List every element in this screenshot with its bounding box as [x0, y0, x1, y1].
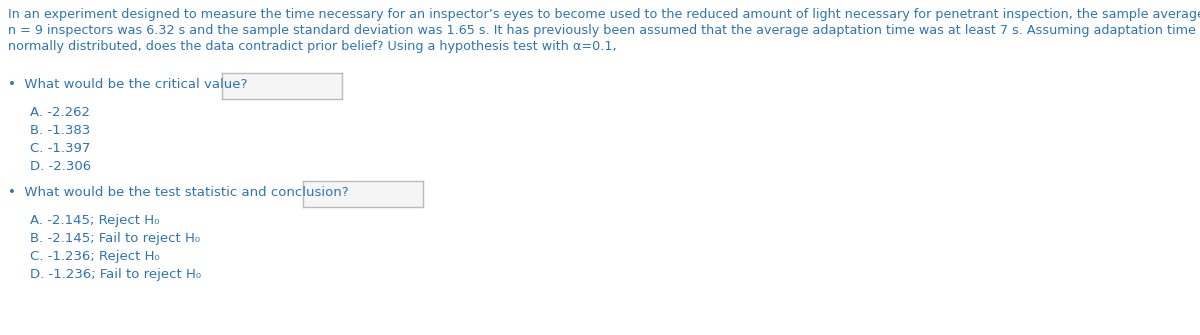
Text: •  What would be the test statistic and conclusion?: • What would be the test statistic and c… — [8, 186, 349, 199]
Text: normally distributed, does the data contradict prior belief? Using a hypothesis : normally distributed, does the data cont… — [8, 40, 617, 53]
Text: B. -1.383: B. -1.383 — [30, 124, 90, 137]
Text: D. -2.306: D. -2.306 — [30, 160, 91, 173]
Text: •  What would be the critical value?: • What would be the critical value? — [8, 78, 247, 91]
Text: C. -1.397: C. -1.397 — [30, 142, 90, 155]
Text: In an experiment designed to measure the time necessary for an inspector’s eyes : In an experiment designed to measure the… — [8, 8, 1200, 21]
Text: B. -2.145; Fail to reject H₀: B. -2.145; Fail to reject H₀ — [30, 232, 200, 245]
Text: n = 9 inspectors was 6.32 s and the sample standard deviation was 1.65 s. It has: n = 9 inspectors was 6.32 s and the samp… — [8, 24, 1200, 37]
Text: A. -2.145; Reject H₀: A. -2.145; Reject H₀ — [30, 214, 160, 227]
Text: A. -2.262: A. -2.262 — [30, 106, 90, 119]
Text: D. -1.236; Fail to reject H₀: D. -1.236; Fail to reject H₀ — [30, 268, 202, 281]
Text: C. -1.236; Reject H₀: C. -1.236; Reject H₀ — [30, 250, 160, 263]
